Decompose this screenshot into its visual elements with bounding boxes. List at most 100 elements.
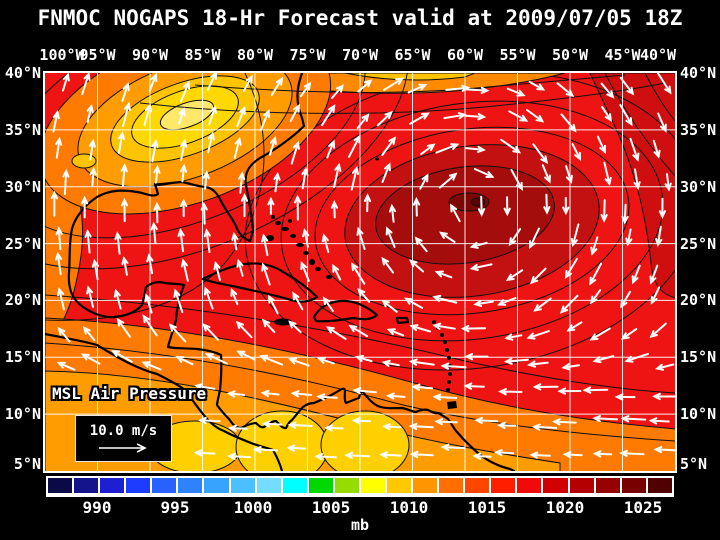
colorbar-cell [387, 478, 412, 493]
wind-arrow [648, 417, 670, 425]
wind-arrow [657, 112, 667, 133]
wind-arrow [236, 105, 246, 127]
wind-scale-arrow-icon [98, 443, 147, 453]
lat-label: 35°N [4, 120, 41, 139]
wind-arrow [382, 423, 402, 431]
wind-arrow [419, 173, 429, 190]
wind-arrow [178, 107, 186, 125]
wind-arrow [508, 228, 522, 247]
wind-arrow [463, 86, 490, 94]
wind-arrow [560, 113, 577, 133]
wind-arrow [180, 258, 189, 282]
colorbar-tick: 990 [82, 498, 112, 517]
wind-arrow [260, 389, 280, 397]
colorbar-cell [413, 478, 438, 493]
wind-arrow [300, 81, 312, 98]
wind-arrow [381, 359, 400, 367]
wind-arrow [409, 324, 432, 333]
lat-label: 10°N [4, 405, 41, 424]
wind-arrow [351, 262, 366, 285]
wind-arrow [379, 451, 402, 459]
colorbar-tick: 1015 [467, 498, 507, 517]
wind-arrow [273, 171, 281, 193]
wind-arrow [589, 289, 602, 305]
lon-label: 40°W [639, 46, 677, 64]
wind-arrow [498, 388, 523, 396]
wind-arrow [432, 393, 458, 401]
wind-arrow [238, 171, 246, 194]
wind-arrow [469, 241, 488, 249]
wind-arrow [450, 203, 461, 223]
wind-arrow [321, 233, 330, 253]
wind-arrow [562, 196, 570, 216]
lon-label: 80°W [236, 46, 274, 64]
wind-arrows [50, 73, 675, 461]
wind-arrow [532, 143, 549, 165]
colorbar-cell [204, 478, 229, 493]
wind-arrow [503, 196, 511, 217]
wind-arrow [113, 288, 122, 310]
wind-arrow [62, 168, 70, 196]
wind-arrow [153, 201, 161, 224]
wind-arrow [464, 113, 487, 121]
wind-arrow [434, 270, 453, 279]
wind-arrow [411, 383, 433, 391]
map-frame [43, 71, 677, 473]
wind-arrow [55, 251, 63, 276]
wind-arrow [434, 418, 458, 426]
colorbar-cell [74, 478, 99, 493]
wind-arrow [432, 322, 456, 330]
wind-arrow [316, 393, 338, 401]
wind-arrow [619, 76, 635, 96]
wind-arrow [529, 451, 551, 459]
wind-arrow [352, 387, 377, 395]
colorbar-cell [308, 478, 333, 493]
wind-arrow [469, 263, 493, 271]
wind-arrow [231, 231, 239, 251]
colorbar-cell [282, 478, 307, 493]
colorbar-cell [621, 478, 646, 493]
wind-arrow [332, 263, 342, 281]
wind-arrow [348, 134, 361, 158]
wind-arrow [356, 113, 370, 129]
wind-arrow [496, 421, 517, 429]
wind-arrow [236, 350, 256, 361]
colorbar-cell [439, 478, 464, 493]
wind-arrow [268, 136, 277, 156]
wind-arrow [621, 203, 629, 225]
wind-arrow [571, 143, 582, 161]
colorbar-tick: 1010 [389, 498, 429, 517]
wind-arrow [590, 236, 599, 256]
wind-arrow [654, 363, 675, 371]
wind-arrow [472, 452, 492, 460]
wind-scale-box: 10.0 m/s [75, 415, 172, 462]
wind-arrow [173, 288, 184, 314]
wind-arrow [294, 194, 302, 221]
wind-arrow [497, 297, 517, 306]
wind-arrow [142, 314, 158, 337]
wind-arrow [440, 443, 466, 451]
colorbar-tick: 1020 [545, 498, 585, 517]
lat-label: 25°N [4, 234, 41, 253]
wind-arrow [261, 233, 269, 256]
wind-arrow [226, 390, 246, 398]
wind-arrow [120, 197, 129, 223]
wind-arrow [286, 444, 307, 452]
lat-label: 20°N [680, 291, 717, 310]
wind-arrow [408, 358, 435, 366]
wind-arrow [620, 290, 632, 309]
wind-arrow [477, 195, 486, 217]
wind-arrow [625, 228, 633, 247]
wind-arrow [290, 140, 300, 165]
colorbar-cell [334, 478, 359, 493]
wind-arrow [653, 446, 675, 454]
wind-arrow [180, 198, 188, 218]
colorbar-cell [48, 478, 73, 493]
colorbar-tick: 1005 [311, 498, 351, 517]
colorbar-tick: 1000 [233, 498, 273, 517]
wind-arrow [292, 291, 304, 311]
wind-arrow [473, 168, 495, 178]
lat-label: 25°N [680, 234, 717, 253]
wind-arrow [409, 112, 430, 125]
wind-arrow [150, 221, 158, 245]
